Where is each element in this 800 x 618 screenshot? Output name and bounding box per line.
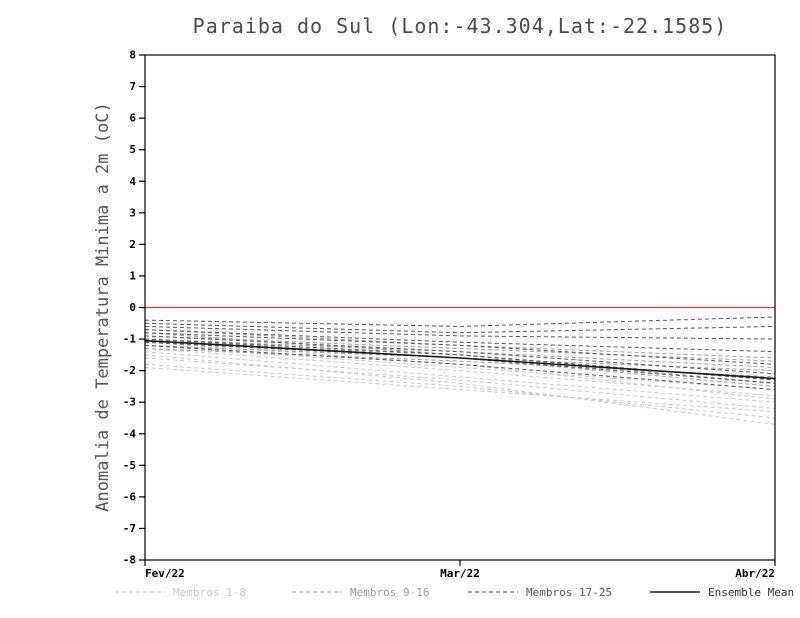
- y-tick-label: 5: [129, 143, 136, 156]
- y-tick-label: -8: [123, 554, 136, 567]
- y-tick-label: 6: [129, 112, 136, 125]
- legend-label: Membros 17-25: [526, 586, 612, 599]
- legend-label: Membros 9-16: [350, 586, 429, 599]
- plot-area: -8 -7 -6 -5 -4 -3 -2 -1 0 1 2 3 4 5 6 7 8 Fev/22 Mar/22 Abr…: [123, 49, 776, 580]
- y-tick-label: -1: [123, 333, 137, 346]
- y-tick-label: 4: [129, 175, 136, 188]
- member-line: [144, 363, 776, 419]
- y-tick-label: 2: [129, 238, 136, 251]
- member-line: [144, 357, 776, 409]
- legend-item: Ensemble Mean: [650, 586, 794, 599]
- member-line: [144, 351, 776, 403]
- legend-item: Membros 9-16: [292, 586, 429, 599]
- member-line: [144, 332, 776, 365]
- legend: Membros 1-8 Membros 9-16 Membros 17-25 Ense…: [115, 586, 794, 599]
- y-tick-label: -2: [123, 364, 136, 377]
- legend-item: Membros 1-8: [115, 586, 246, 599]
- member-line: [144, 354, 776, 425]
- y-tick-label: -4: [123, 427, 137, 440]
- member-line: [144, 344, 776, 391]
- legend-label: Ensemble Mean: [708, 586, 794, 599]
- y-tick-label: -5: [123, 459, 136, 472]
- chart-title: Paraiba do Sul (Lon:-43.304,Lat:-22.1585…: [193, 14, 728, 38]
- legend-item: Membros 17-25: [468, 586, 612, 599]
- member-line: [144, 366, 776, 413]
- member-line: [144, 329, 776, 353]
- y-tick-label: 1: [129, 269, 136, 282]
- member-line: [144, 335, 776, 375]
- y-tick-label: -3: [123, 396, 136, 409]
- legend-label: Membros 1-8: [173, 586, 246, 599]
- x-tick-label: Abr/22: [735, 567, 775, 580]
- x-tick-label: Fev/22: [145, 567, 185, 580]
- x-tick-label: Mar/22: [440, 567, 480, 580]
- member-line: [144, 322, 776, 334]
- y-tick-label: -6: [123, 490, 137, 503]
- y-tick-label: 8: [129, 49, 136, 62]
- y-axis-label: Anomalia de Temperatura Minima a 2m (oC): [93, 102, 113, 511]
- plot-frame: [144, 54, 776, 561]
- member-line: [144, 325, 776, 340]
- y-tick-label: -7: [123, 522, 136, 535]
- y-tick-label: 7: [129, 80, 136, 93]
- y-tick-label: 3: [129, 206, 136, 219]
- ensemble-mean-line: [144, 339, 776, 380]
- y-tick-label: 0: [129, 301, 136, 314]
- member-line: [144, 316, 776, 327]
